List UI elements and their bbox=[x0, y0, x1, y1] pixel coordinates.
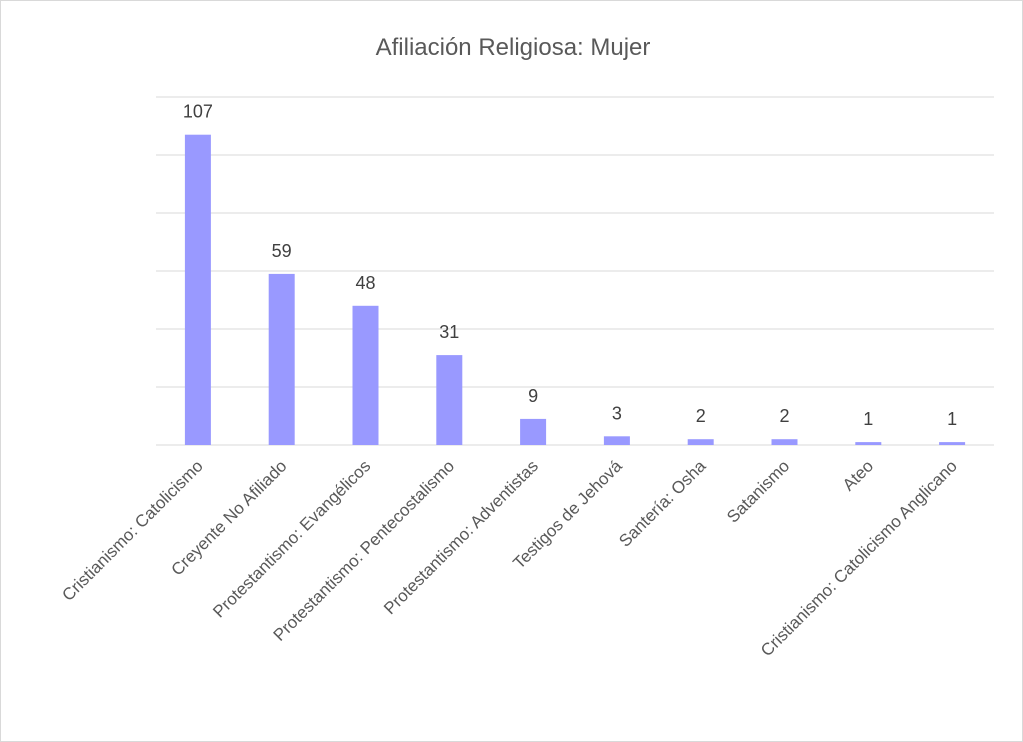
x-tick-label: Ateo bbox=[839, 456, 877, 494]
data-labels: 107 59 48 31 9 3 2 2 1 1 bbox=[183, 102, 957, 429]
x-tick-label: Protestantismo: Evangélicos bbox=[209, 456, 374, 621]
data-label: 3 bbox=[612, 403, 622, 423]
bars bbox=[184, 134, 966, 445]
x-tick-label: Santería: Osha bbox=[615, 456, 710, 551]
data-label: 48 bbox=[355, 273, 375, 293]
bar bbox=[687, 439, 714, 445]
x-tick-label: Protestantismo: Adventistas bbox=[380, 456, 542, 618]
data-label: 31 bbox=[439, 322, 459, 342]
bar bbox=[184, 134, 211, 445]
bar bbox=[771, 439, 798, 445]
data-label: 59 bbox=[272, 241, 292, 261]
x-tick-label: Cristianismo: Catolicismo bbox=[58, 456, 206, 604]
bar bbox=[436, 355, 463, 445]
data-label: 2 bbox=[779, 406, 789, 426]
data-label: 9 bbox=[528, 386, 538, 406]
bar bbox=[603, 436, 630, 445]
bar bbox=[939, 442, 966, 445]
bar bbox=[268, 273, 295, 445]
bar bbox=[352, 305, 379, 445]
data-label: 2 bbox=[696, 406, 706, 426]
chart-title: Afiliación Religiosa: Mujer bbox=[376, 34, 651, 61]
gridlines bbox=[156, 96, 994, 446]
data-label: 1 bbox=[947, 409, 957, 429]
bar bbox=[855, 442, 882, 445]
data-label: 1 bbox=[863, 409, 873, 429]
data-label: 107 bbox=[183, 102, 213, 122]
x-tick-label: Protestantismo: Pentecostalismo bbox=[270, 456, 458, 644]
x-tick-label: Satanismo bbox=[723, 456, 793, 526]
bar bbox=[520, 418, 547, 445]
